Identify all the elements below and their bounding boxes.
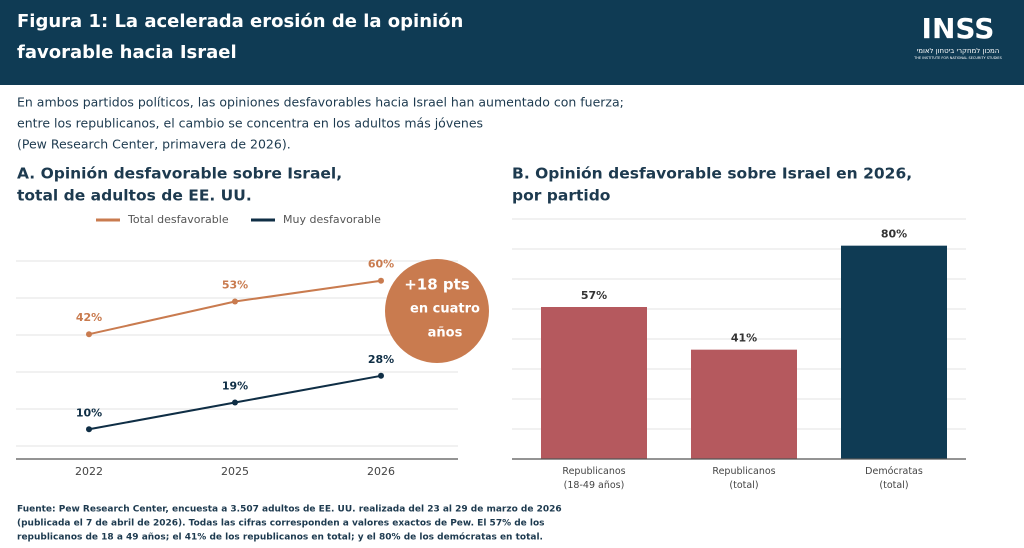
- bar: [691, 349, 797, 459]
- source: Fuente: Pew Research Center, encuesta a …: [17, 505, 562, 515]
- chart-title: A. Opinión desfavorable sobre Israel,: [17, 165, 342, 183]
- subtitle: entre los republicanos, el cambio se con…: [17, 116, 483, 131]
- x-tick-label: Republicanos (18-49 años): [562, 466, 625, 491]
- header-title: favorable hacia Israel: [17, 42, 237, 63]
- chart-title: B. Opinión desfavorable sobre Israel en …: [512, 165, 912, 183]
- value-label: 28%: [368, 353, 394, 366]
- x-tick-label: Demócratas (total): [865, 466, 923, 491]
- annotation-circle: [385, 259, 489, 363]
- chart-title: por partido: [512, 187, 610, 205]
- chart-title: total de adultos de EE. UU.: [17, 187, 252, 205]
- value-label: 10%: [76, 406, 102, 419]
- annotation: en cuatro: [410, 302, 480, 317]
- x-tick-label: 2025: [221, 465, 249, 478]
- logo-sub: THE INSTITUTE FOR NATIONAL SECURITY STUD…: [913, 56, 1003, 60]
- value-label: 80%: [881, 228, 907, 241]
- header-band: [0, 0, 1024, 85]
- annotation: años: [428, 326, 463, 341]
- point: [86, 426, 92, 433]
- value-label: 57%: [581, 289, 607, 302]
- value-label: 42%: [76, 311, 102, 324]
- point: [378, 372, 384, 379]
- value-label: 19%: [222, 380, 248, 393]
- logo-sub: המכון למחקרי ביטחון לאומי: [917, 47, 1000, 55]
- source: (publicada el 7 de abril de 2026). Todas…: [17, 519, 545, 529]
- logo: INSS: [922, 12, 995, 45]
- point: [378, 277, 384, 284]
- value-label: 53%: [222, 279, 248, 292]
- point: [232, 298, 238, 305]
- subtitle: (Pew Research Center, primavera de 2026)…: [17, 137, 291, 152]
- bar: [841, 245, 947, 459]
- x-tick-label: Republicanos (total): [712, 466, 775, 491]
- header-title: Figura 1: La acelerada erosión de la opi…: [17, 11, 463, 32]
- legend-label: Total desfavorable: [127, 213, 229, 226]
- source: republicanos de 18 a 49 años; el 41% de …: [17, 532, 543, 543]
- annotation: +18 pts: [404, 276, 470, 294]
- x-tick-label: 2026: [367, 465, 395, 478]
- legend-label: Muy desfavorable: [283, 213, 381, 226]
- bar: [541, 307, 647, 459]
- x-tick-label: 2022: [75, 465, 103, 478]
- value-label: 60%: [368, 258, 394, 271]
- point: [86, 331, 92, 338]
- value-label: 41%: [731, 332, 757, 345]
- point: [232, 399, 238, 406]
- subtitle: En ambos partidos políticos, las opinion…: [17, 95, 624, 110]
